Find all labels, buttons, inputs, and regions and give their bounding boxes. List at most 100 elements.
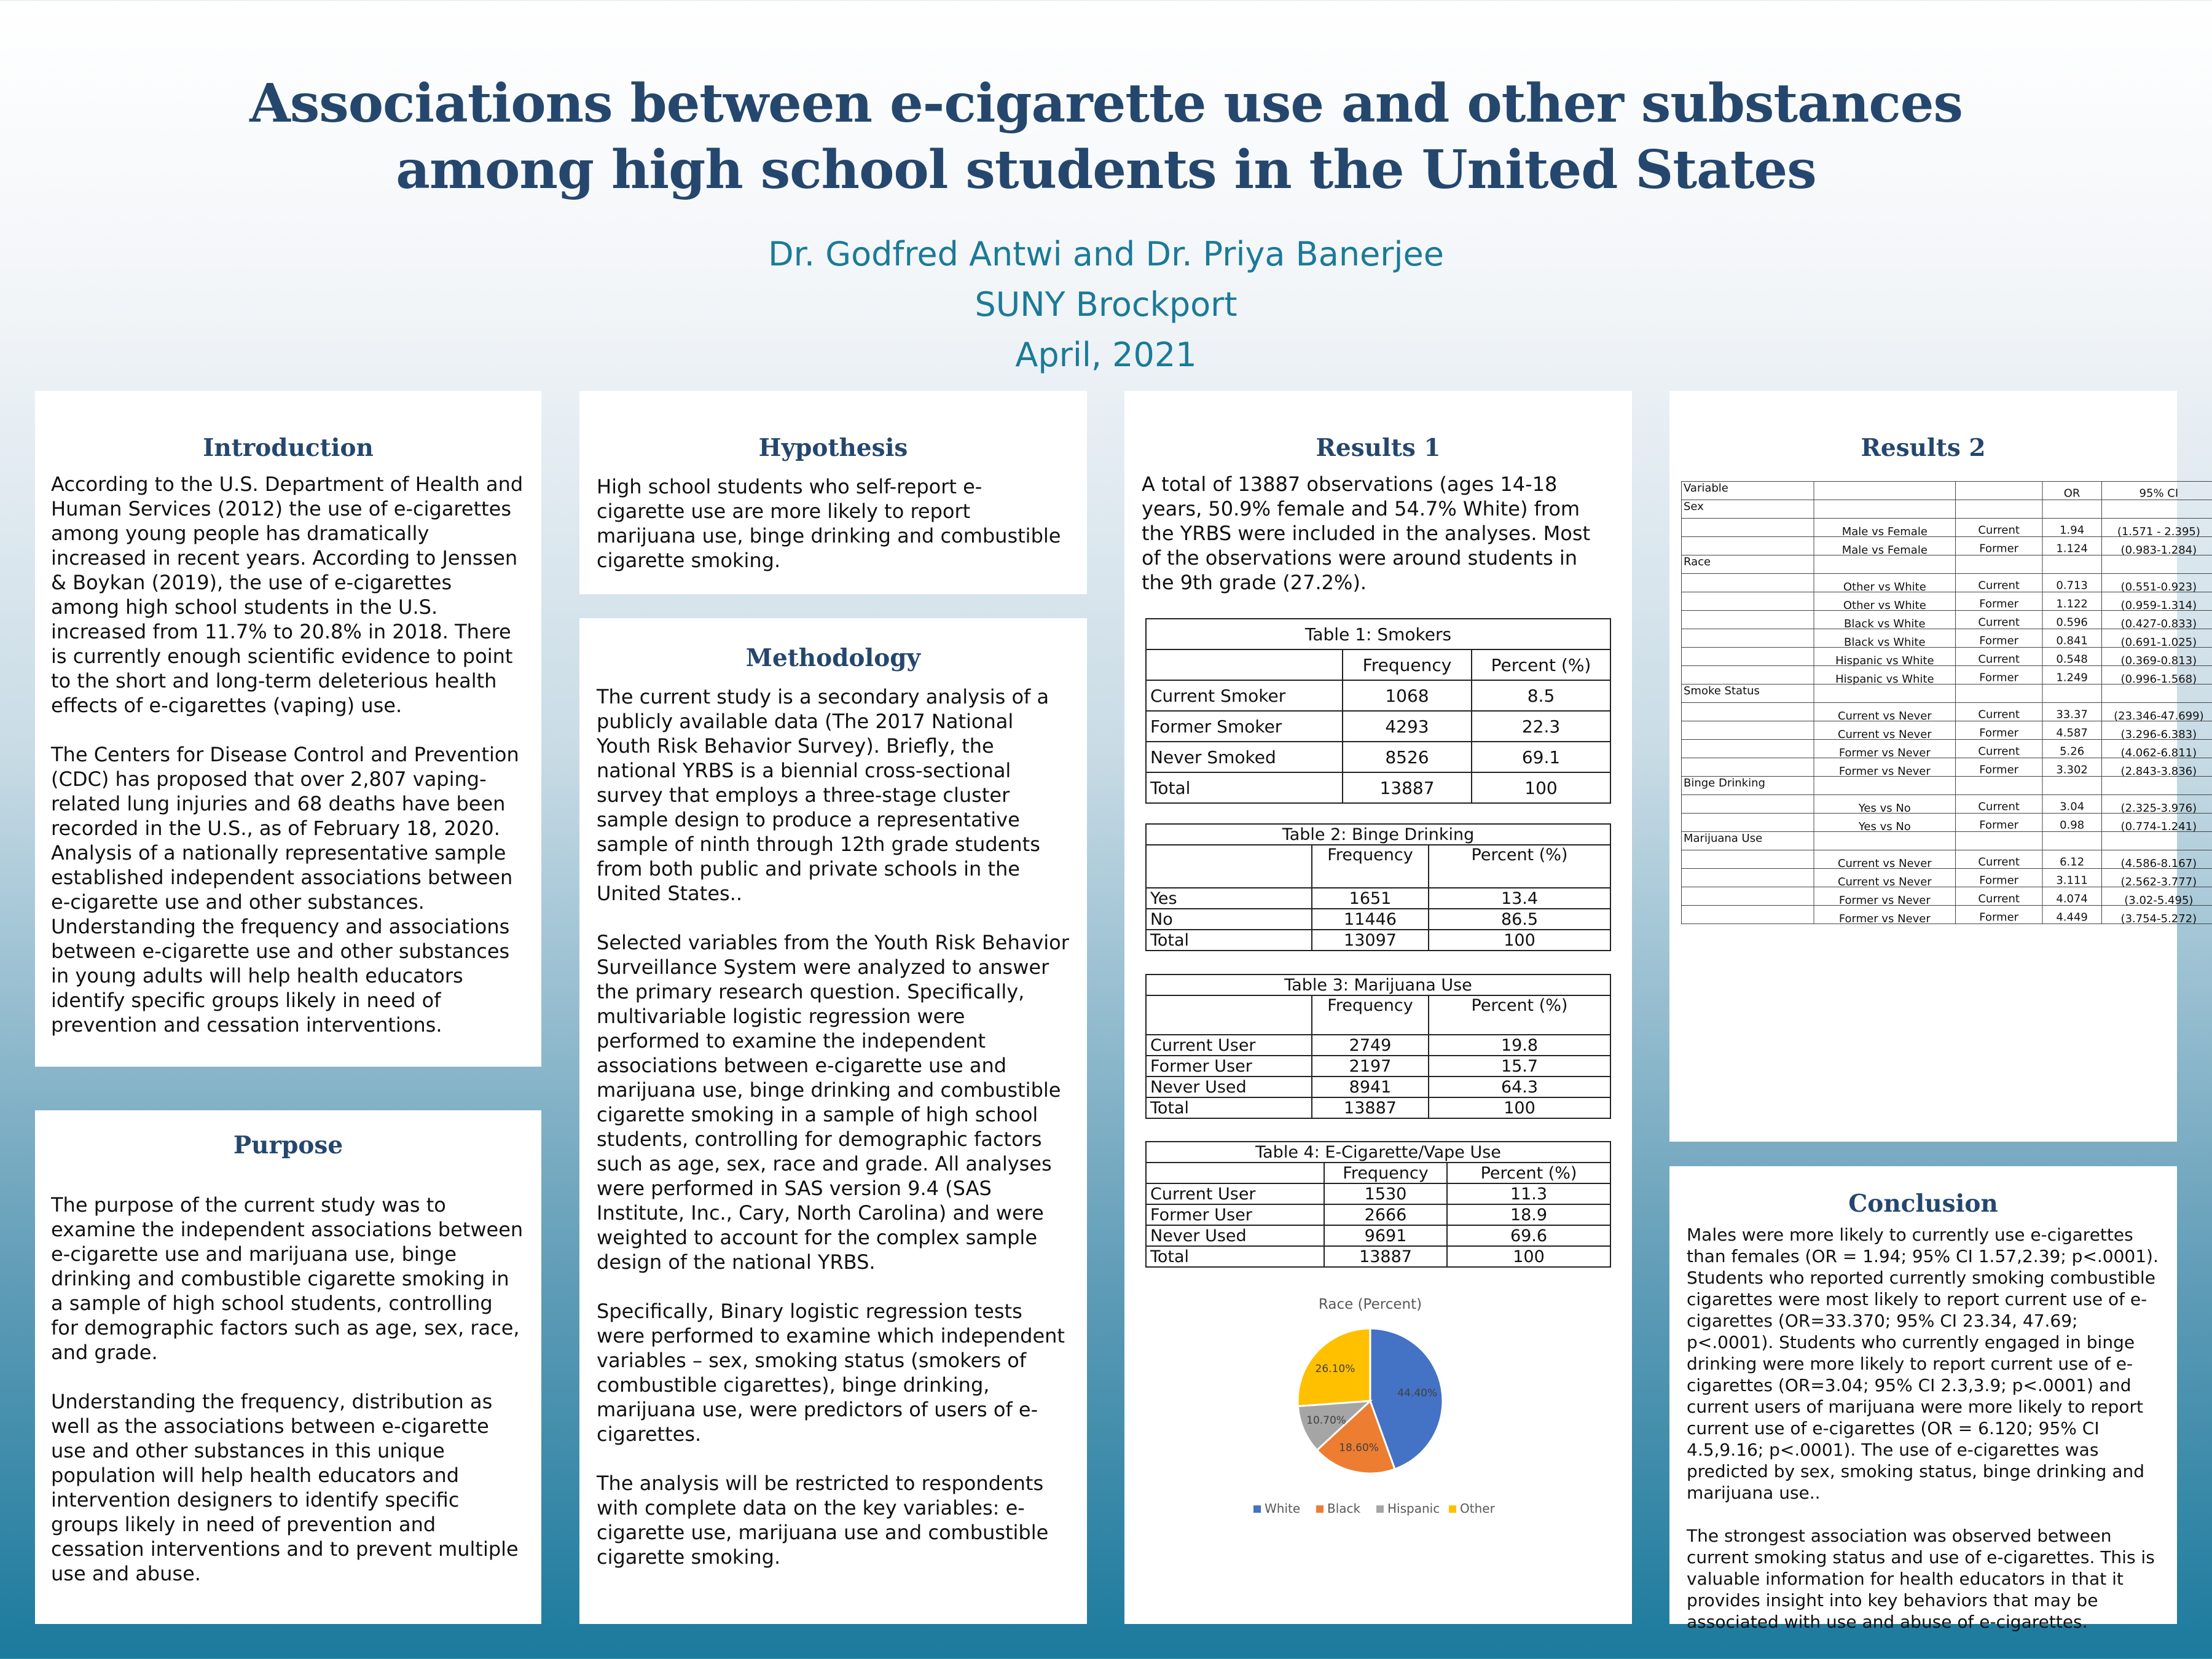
or-cell: 1.249 — [2042, 665, 2102, 684]
pie-slice-white — [1369, 1327, 1444, 1470]
comparison-cell: Male vs Female — [1813, 536, 1956, 555]
section-row: Marijuana Use — [1681, 831, 2212, 850]
status-cell: Former — [1955, 721, 2043, 740]
methodology-panel: Methodology The current study is a secon… — [579, 618, 1087, 1624]
column-header-frequency: Frequency — [1311, 844, 1429, 888]
status-cell: Former — [1955, 905, 2043, 924]
legend-swatch — [1376, 1505, 1384, 1513]
percent-cell: 18.9 — [1446, 1204, 1612, 1226]
frequency-cell: 13887 — [1311, 1097, 1429, 1119]
status-cell: Current — [1955, 702, 2043, 721]
authors: Dr. Godfred Antwi and Dr. Priya Banerjee — [768, 235, 1444, 273]
introduction-panel: Introduction According to the U.S. Depar… — [35, 391, 541, 1067]
poster-title-line-1: Associations between e-cigarette use and… — [249, 73, 1963, 135]
comparison-cell: Current vs Never — [1813, 702, 1956, 721]
percent-cell: 86.5 — [1428, 908, 1611, 930]
section-row: Smoke Status — [1681, 684, 2212, 703]
table-row: Former Smoker 4293 22.3 — [1145, 710, 1611, 742]
pie-data-label: 18.60% — [1339, 1442, 1379, 1454]
frequency-cell: 8526 — [1342, 741, 1472, 773]
table-row: Male vs FemaleFormer1.124(0.983-1.284)0.… — [1681, 536, 2212, 555]
conclusion-heading: Conclusion — [1848, 1190, 1998, 1218]
percent-cell: 69.1 — [1471, 741, 1611, 773]
column-header: OR — [2042, 481, 2102, 500]
or-cell: 1.122 — [2042, 592, 2102, 611]
ci-cell: (4.062-6.811) — [2101, 739, 2212, 758]
row-label: Total — [1145, 929, 1312, 951]
table-marijuana-use: Table 3: Marijuana Use Frequency Percent… — [1145, 974, 1611, 1119]
ci-cell: (1.571 - 2.395) — [2101, 518, 2212, 537]
introduction-text: According to the U.S. Department of Heal… — [51, 473, 524, 1037]
column-header-frequency: Frequency — [1324, 1162, 1448, 1184]
legend-swatch — [1253, 1505, 1261, 1513]
table-marijuana-use-title: Table 3: Marijuana Use — [1145, 974, 1611, 996]
frequency-cell: 13097 — [1311, 929, 1429, 951]
percent-cell: 8.5 — [1471, 680, 1611, 712]
table-binge-drinking-title: Table 2: Binge Drinking — [1145, 823, 1611, 845]
or-cell: 6.12 — [2042, 850, 2102, 869]
table-ecig-use-title: Table 4: E-Cigarette/Vape Use — [1145, 1141, 1612, 1163]
column-header: 95% CI — [2101, 481, 2212, 500]
frequency-cell: 2749 — [1311, 1034, 1429, 1056]
pie-slice-hispanic — [1296, 1400, 1373, 1452]
table-row: Male vs Female Current 1.94 (1.571 - 2.395)… — [1681, 518, 2212, 537]
pie-data-label: 26.10% — [1316, 1363, 1355, 1375]
table-row: Never Used 9691 69.6 — [1145, 1225, 1612, 1247]
row-label: Total — [1145, 1097, 1312, 1119]
legend-label: Hispanic — [1387, 1501, 1440, 1516]
column-header: Variable — [1681, 481, 1814, 500]
row-label: Current Smoker — [1145, 680, 1343, 712]
row-label: Current User — [1145, 1034, 1312, 1056]
ci-cell: (0.774-1.241) — [2101, 813, 2212, 832]
table-row: No 11446 86.5 — [1145, 908, 1611, 930]
status-cell: Current — [1955, 887, 2043, 906]
row-label: Former User — [1145, 1055, 1312, 1077]
frequency-cell: 2197 — [1311, 1055, 1429, 1077]
percent-cell: 100 — [1428, 929, 1611, 951]
comparison-cell: Former vs Never — [1813, 887, 1956, 906]
table-row: Former vs NeverFormer3.302(2.843-3.836)<… — [1681, 758, 2212, 777]
poster-title: Associations between e-cigarette use and… — [0, 71, 2212, 203]
comparison-cell: Former vs Never — [1813, 905, 1956, 924]
frequency-cell: 9691 — [1324, 1225, 1448, 1247]
row-label: Never Smoked — [1145, 741, 1343, 773]
conclusion-panel: Conclusion Males were more likely to cur… — [1669, 1166, 2177, 1632]
poster-title-line-2: among high school students in the United… — [396, 139, 1816, 201]
table-row: Total 13887 100 — [1145, 1097, 1611, 1119]
table-row: Current vs Never Current 6.12 (4.586-8.167)… — [1681, 850, 2212, 869]
table-row: Hispanic vs White Former 1.249 (0.996-1.568… — [1681, 665, 2212, 684]
or-cell: 3.302 — [2042, 758, 2102, 777]
or-cell: 1.124 — [2042, 536, 2102, 555]
or-cell: 0.596 — [2042, 610, 2102, 629]
percent-cell: 22.3 — [1471, 710, 1611, 742]
or-cell: 0.98 — [2042, 813, 2102, 832]
row-label: Total — [1145, 772, 1343, 804]
status-cell: Current — [1955, 573, 2043, 592]
table-row: Former vs NeverCurrent4.074(3.02-5.495)<… — [1681, 887, 2212, 906]
table-row: Black vs WhiteFormer0.841(0.691-1.025)0.… — [1681, 629, 2212, 648]
comparison-cell: Black vs White — [1813, 629, 1956, 648]
table-row: Current vs Never Former 4.587 (3.296-6.383)… — [1681, 721, 2212, 740]
section-label: Smoke Status — [1681, 684, 1814, 703]
frequency-cell: 1651 — [1311, 887, 1429, 909]
or-cell: 5.26 — [2042, 739, 2102, 758]
introduction-heading: Introduction — [203, 434, 374, 462]
ci-cell: (4.586-8.167) — [2101, 850, 2212, 869]
conclusion-text: Males were more likely to currently use … — [1687, 1225, 2159, 1632]
comparison-cell: Other vs White — [1813, 592, 1956, 611]
table-row: Former User 2197 15.7 — [1145, 1055, 1611, 1077]
comparison-cell: Hispanic vs White — [1813, 647, 1956, 666]
or-cell: 3.111 — [2042, 868, 2102, 887]
ci-cell: (2.325-3.976) — [2101, 794, 2212, 814]
section-row: Race — [1681, 555, 2212, 574]
frequency-cell: 2666 — [1324, 1204, 1448, 1226]
results2-heading: Results 2 — [1861, 434, 1986, 462]
row-label: Never Used — [1145, 1225, 1325, 1247]
table-ecig-use: Table 4: E-Cigarette/Vape Use Frequency … — [1145, 1141, 1612, 1268]
table-row: Former User 2666 18.9 — [1145, 1204, 1612, 1226]
section-row: Binge Drinking — [1681, 776, 2212, 795]
comparison-cell: Other vs White — [1813, 573, 1956, 592]
